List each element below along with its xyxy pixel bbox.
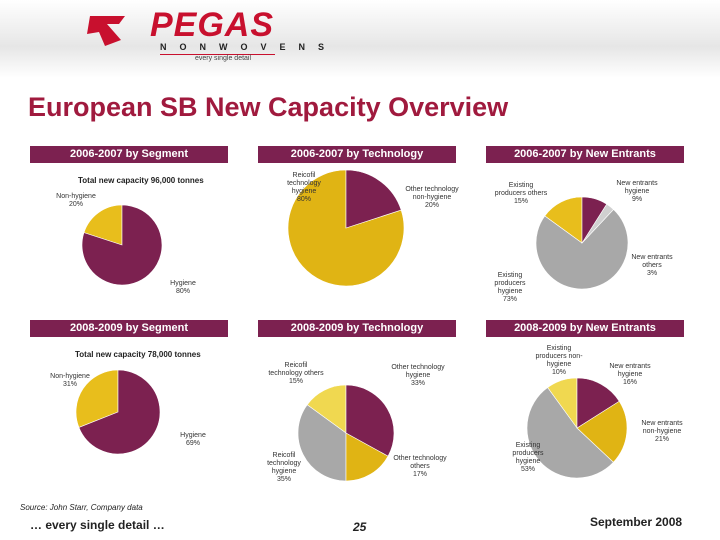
slice-label: New entrants non-hygiene 21% xyxy=(634,420,690,444)
slice-category: Reicofil technology hygiene xyxy=(287,172,321,195)
slice-label: Other technology others 17% xyxy=(392,455,448,479)
chart-title: 2006-2007 by New Entrants xyxy=(486,146,684,163)
slice-category: Non-hygiene xyxy=(56,193,96,200)
slice-category: New entrants hygiene xyxy=(616,180,658,195)
slice-value: 15% xyxy=(513,198,528,205)
slice-category: Other technology hygiene xyxy=(391,364,445,379)
slice-label: Non-hygiene 20% xyxy=(48,193,104,209)
pie-slice xyxy=(526,387,614,479)
pie-slice xyxy=(345,384,395,457)
source: Source: John Starr, Company data xyxy=(20,503,143,512)
pie-slice xyxy=(78,369,161,455)
chart-title: 2008-2009 by Segment xyxy=(30,320,228,337)
slice-category: New entrants hygiene xyxy=(609,363,651,378)
pie-slice xyxy=(345,432,389,482)
pie xyxy=(526,377,628,479)
slice-label: Hygiene 69% xyxy=(165,432,221,448)
slice-value: 3% xyxy=(646,270,658,277)
logo-sub: NONWOVENS xyxy=(160,42,338,52)
slice-label: Non-hygiene 31% xyxy=(42,373,98,389)
slice-category: Reicofil technology hygiene xyxy=(267,452,301,475)
slice-value: 33% xyxy=(410,380,425,387)
logo-tagline: every single detail xyxy=(195,55,252,62)
pie xyxy=(287,169,405,287)
chart-title: 2008-2009 by New Entrants xyxy=(486,320,684,337)
pie-slice xyxy=(535,209,629,290)
slice-value: 16% xyxy=(622,379,637,386)
pie-slice xyxy=(287,169,405,287)
footer-left: … every single detail … xyxy=(30,518,165,532)
slice-value: 80% xyxy=(296,196,311,203)
pie xyxy=(75,369,161,455)
slice-category: Existing producers others xyxy=(494,182,548,197)
slice-label: Other technology non-hygiene 20% xyxy=(404,186,460,210)
pie-slice xyxy=(83,204,123,246)
slice-value: 20% xyxy=(68,201,83,208)
footer-date: September 2008 xyxy=(590,515,683,529)
slice-value: 53% xyxy=(520,466,535,473)
chart-title: 2008-2009 by Technology xyxy=(258,320,456,337)
slice-value: 10% xyxy=(551,369,566,376)
slice-label: Existing producers hygiene 53% xyxy=(500,442,556,474)
slice-label: Reicofil technology others 15% xyxy=(268,362,324,386)
slice-value: 20% xyxy=(424,202,439,209)
pie-slice xyxy=(576,377,620,429)
pie-slice xyxy=(345,169,402,229)
chart-title: 2006-2007 by Segment xyxy=(30,146,228,163)
slice-value: 69% xyxy=(185,440,200,447)
chart-subtitle: Total new capacity 96,000 tonnes xyxy=(78,176,204,185)
slice-category: Hygiene xyxy=(180,432,206,439)
slice-value: 80% xyxy=(175,288,190,295)
slice-category: Existing producers hygiene xyxy=(512,442,544,465)
slice-category: Existing producers hygiene xyxy=(494,272,526,295)
slice-category: New entrants others xyxy=(631,254,673,269)
slice-category: Hygiene xyxy=(170,280,196,287)
pie-slice xyxy=(75,369,119,428)
slice-label: Existing producers hygiene 73% xyxy=(482,272,538,304)
chart-title: 2006-2007 by Technology xyxy=(258,146,456,163)
pie-slice xyxy=(581,196,608,245)
slice-label: Other technology hygiene 33% xyxy=(390,364,446,388)
pie-slice xyxy=(297,404,347,482)
slice-label: Existing producers others 15% xyxy=(493,182,549,206)
slice-label: New entrants others 3% xyxy=(624,254,680,278)
slice-category: Other technology non-hygiene xyxy=(405,186,459,201)
slice-label: Reicofil technology hygiene 35% xyxy=(256,452,312,484)
chart-subtitle: Total new capacity 78,000 tonnes xyxy=(75,350,201,359)
slice-label: Hygiene 80% xyxy=(155,280,211,296)
slice-value: 21% xyxy=(654,436,669,443)
slice-category: Reicofil technology others xyxy=(268,362,324,377)
slice-value: 35% xyxy=(276,476,291,483)
logo-name: PEGAS xyxy=(150,6,275,44)
slice-label: Reicofil technology hygiene 80% xyxy=(276,172,332,204)
slide-title: European SB New Capacity Overview xyxy=(28,92,509,122)
slice-value: 73% xyxy=(502,296,517,303)
slice-category: Other technology others xyxy=(393,455,447,470)
pie xyxy=(81,204,163,286)
pie xyxy=(535,196,629,290)
slice-label: New entrants hygiene 9% xyxy=(609,180,665,204)
slice-value: 9% xyxy=(631,196,643,203)
pie-slice xyxy=(576,400,628,463)
slice-value: 17% xyxy=(412,471,427,478)
pie xyxy=(297,384,395,482)
pie-slice xyxy=(81,204,163,286)
slice-value: 31% xyxy=(62,381,77,388)
slice-value: 15% xyxy=(288,378,303,385)
slice-label: New entrants hygiene 16% xyxy=(602,363,658,387)
slice-category: Existing producers non-hygiene xyxy=(535,345,583,368)
logo-icon xyxy=(87,16,125,46)
slice-category: New entrants non-hygiene xyxy=(641,420,683,435)
slice-label: Existing producers non-hygiene 10% xyxy=(531,345,587,377)
slice-category: Non-hygiene xyxy=(50,373,90,380)
page-number: 25 xyxy=(353,520,367,534)
